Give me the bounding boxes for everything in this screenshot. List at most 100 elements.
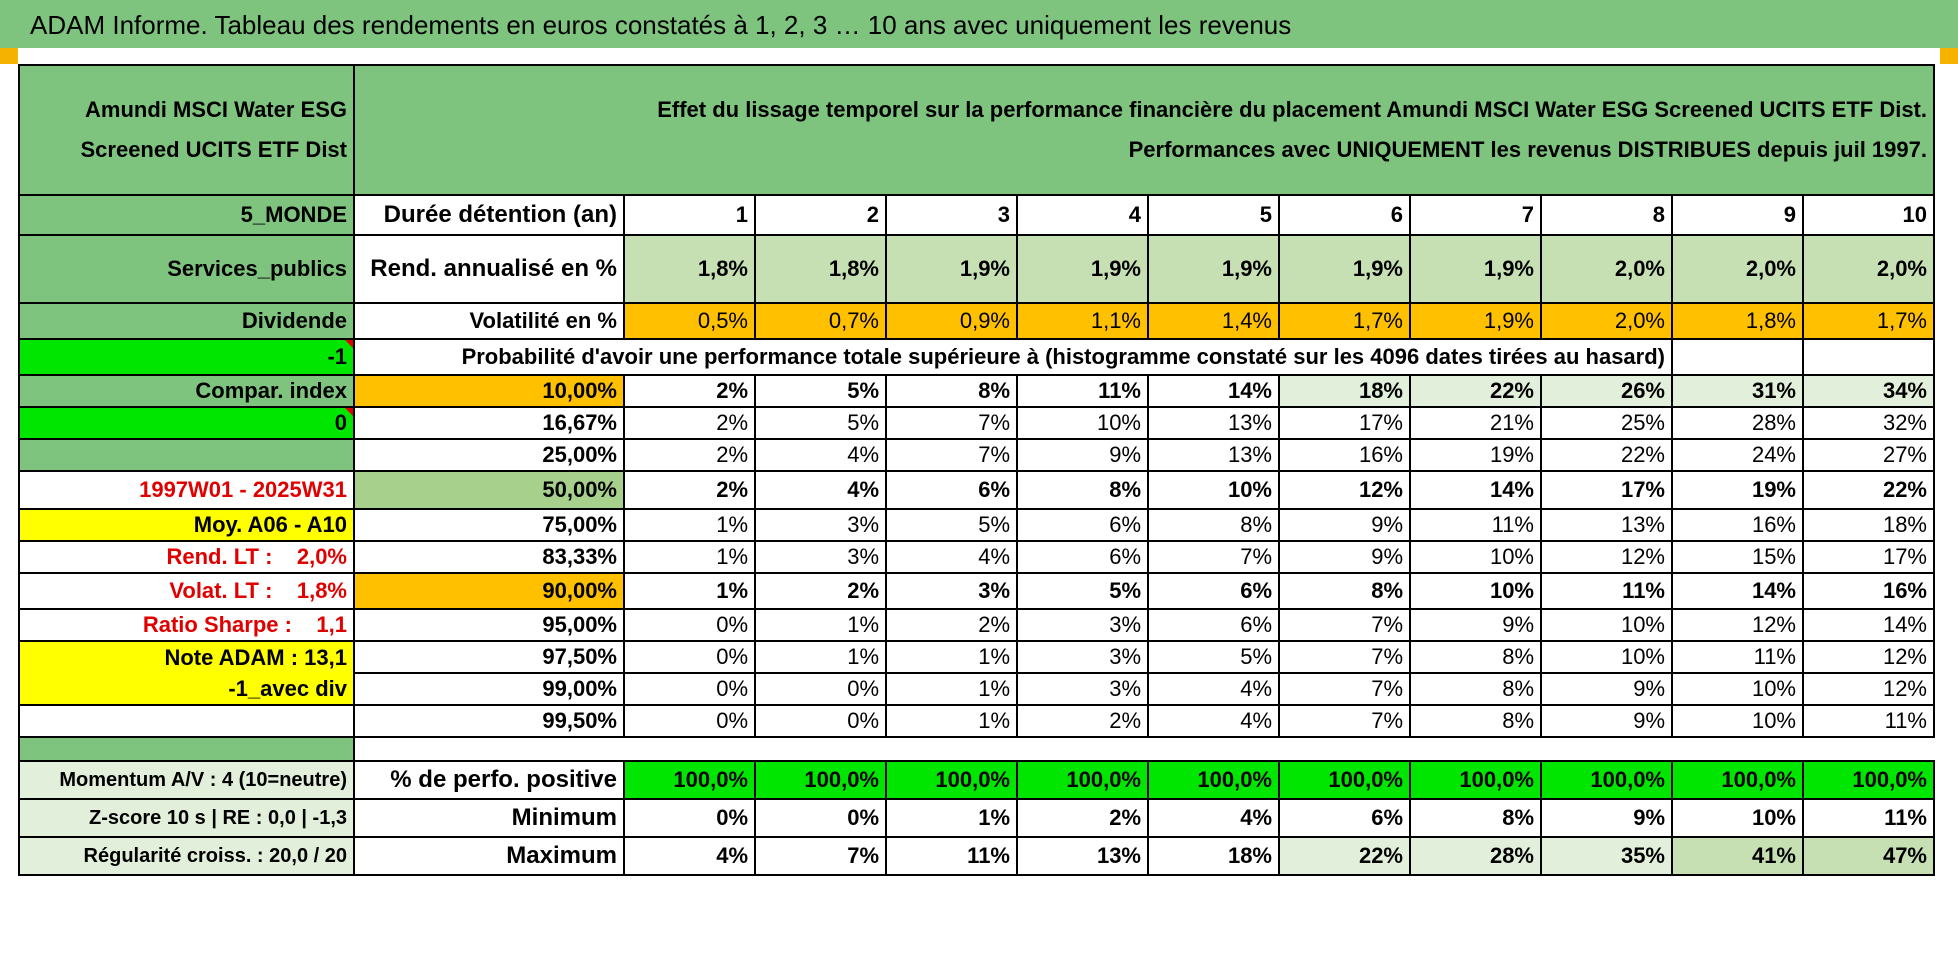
maximum-value: 11%: [885, 836, 1018, 876]
probability-value: 24%: [1671, 438, 1804, 472]
corner-marker-left: [0, 48, 18, 64]
fund-name-line2: Screened UCITS ETF Dist: [80, 137, 347, 162]
probability-value: 18%: [1802, 508, 1935, 542]
probability-value: 0%: [754, 672, 887, 706]
probability-value: 22%: [1802, 470, 1935, 510]
volatility-value: 1,1%: [1016, 302, 1149, 340]
flag-cell-1[interactable]: -1: [18, 338, 355, 376]
probability-value: 34%: [1802, 374, 1935, 408]
comment-indicator-icon: [345, 341, 352, 348]
probability-value: 3%: [1016, 640, 1149, 674]
year-header: 4: [1016, 194, 1149, 236]
note-cell: Note ADAM : 13,1: [18, 640, 355, 673]
sector-cell: Services_publics: [18, 234, 355, 304]
probability-value: 1%: [754, 608, 887, 642]
moy-cell: Moy. A06 - A10: [18, 508, 355, 542]
probability-value: 2%: [623, 406, 756, 440]
probability-value: 6%: [1147, 608, 1280, 642]
probability-value: 10%: [1540, 640, 1673, 674]
probability-value: 22%: [1409, 374, 1542, 408]
probability-value: 17%: [1540, 470, 1673, 510]
fund-name-line1: Amundi MSCI Water ESG: [85, 97, 347, 122]
volat-lt-cell: Volat. LT : 1,8%: [18, 572, 355, 610]
header-line2: Performances avec UNIQUEMENT les revenus…: [1128, 137, 1927, 162]
return-value: 2,0%: [1802, 234, 1935, 304]
empty-cell: [1802, 338, 1935, 376]
minimum-value: 0%: [623, 798, 756, 838]
header-description: Effet du lissage temporel sur la perform…: [353, 64, 1935, 196]
return-value: 1,9%: [1278, 234, 1411, 304]
zscore-cell: Z-score 10 s | RE : 0,0 | -1,3: [18, 798, 355, 838]
maximum-value: 35%: [1540, 836, 1673, 876]
probability-value: 7%: [1278, 704, 1411, 738]
probability-row: -1_avec div 99,00% 0% 0% 1% 3% 4% 7% 8% …: [18, 672, 1935, 706]
probability-row: Volat. LT : 1,8% 90,00% 1% 2% 3% 5% 6% 8…: [18, 572, 1935, 610]
probability-value: 0%: [623, 672, 756, 706]
year-header: 6: [1278, 194, 1411, 236]
percentile-cell: 99,00%: [353, 672, 625, 706]
probability-value: 0%: [754, 704, 887, 738]
probability-value: 10%: [1671, 704, 1804, 738]
probability-value: 12%: [1278, 470, 1411, 510]
probability-value: 10%: [1409, 572, 1542, 610]
probability-value: 0%: [623, 608, 756, 642]
probability-value: 3%: [885, 572, 1018, 610]
probability-value: 25%: [1540, 406, 1673, 440]
return-value: 1,9%: [1409, 234, 1542, 304]
regularite-cell: Régularité croiss. : 20,0 / 20: [18, 836, 355, 876]
percentile-cell: 50,00%: [353, 470, 625, 510]
probability-value: 5%: [1016, 572, 1149, 610]
maximum-value: 28%: [1409, 836, 1542, 876]
probability-value: 11%: [1540, 572, 1673, 610]
return-label: Rend. annualisé en %: [353, 234, 625, 304]
probability-value: 8%: [1016, 470, 1149, 510]
probability-value: 10%: [1016, 406, 1149, 440]
corner-marker-right: [1940, 48, 1958, 64]
flag-cell-2[interactable]: 0: [18, 406, 355, 440]
probability-value: 17%: [1802, 540, 1935, 574]
probability-value: 26%: [1540, 374, 1673, 408]
probability-value: 5%: [885, 508, 1018, 542]
positive-value: 100,0%: [1409, 760, 1542, 800]
probability-value: 14%: [1671, 572, 1804, 610]
probability-value: 5%: [1147, 640, 1280, 674]
probability-value: 5%: [754, 374, 887, 408]
probability-value: 14%: [1147, 374, 1280, 408]
probability-value: 21%: [1409, 406, 1542, 440]
minimum-value: 10%: [1671, 798, 1804, 838]
volatility-value: 1,9%: [1409, 302, 1542, 340]
performance-table: Amundi MSCI Water ESG Screened UCITS ETF…: [18, 64, 1935, 876]
positive-value: 100,0%: [1540, 760, 1673, 800]
minimum-value: 1%: [885, 798, 1018, 838]
maximum-value: 13%: [1016, 836, 1149, 876]
return-value: 1,9%: [1147, 234, 1280, 304]
probability-row: Moy. A06 - A10 75,00% 1% 3% 5% 6% 8% 9% …: [18, 508, 1935, 542]
probability-value: 19%: [1671, 470, 1804, 510]
type-cell: Dividende: [18, 302, 355, 340]
spacer-cell: [354, 736, 1934, 761]
probability-value: 1%: [885, 704, 1018, 738]
probability-value: 1%: [885, 640, 1018, 674]
duration-label: Durée détention (an): [353, 194, 625, 236]
return-row: Services_publics Rend. annualisé en % 1,…: [18, 234, 1935, 304]
year-header: 2: [754, 194, 887, 236]
probability-value: 2%: [1016, 704, 1149, 738]
minimum-value: 0%: [754, 798, 887, 838]
probability-value: 10%: [1540, 608, 1673, 642]
probability-value: 8%: [1409, 704, 1542, 738]
title-bar: ADAM Informe. Tableau des rendements en …: [0, 0, 1958, 48]
probability-value: 4%: [754, 470, 887, 510]
probability-value: 3%: [754, 540, 887, 574]
year-header: 3: [885, 194, 1018, 236]
probability-value: 9%: [1540, 704, 1673, 738]
probability-value: 6%: [1016, 540, 1149, 574]
probability-row: Compar. index 10,00% 2% 5% 8% 11% 14% 18…: [18, 374, 1935, 408]
probability-value: 8%: [1147, 508, 1280, 542]
probability-value: 10%: [1409, 540, 1542, 574]
momentum-cell: Momentum A/V : 4 (10=neutre): [18, 760, 355, 800]
probability-value: 2%: [623, 470, 756, 510]
probability-value: 16%: [1278, 438, 1411, 472]
probability-value: 1%: [623, 540, 756, 574]
header-line1: Effet du lissage temporel sur la perform…: [657, 97, 1927, 122]
volatility-value: 1,7%: [1802, 302, 1935, 340]
